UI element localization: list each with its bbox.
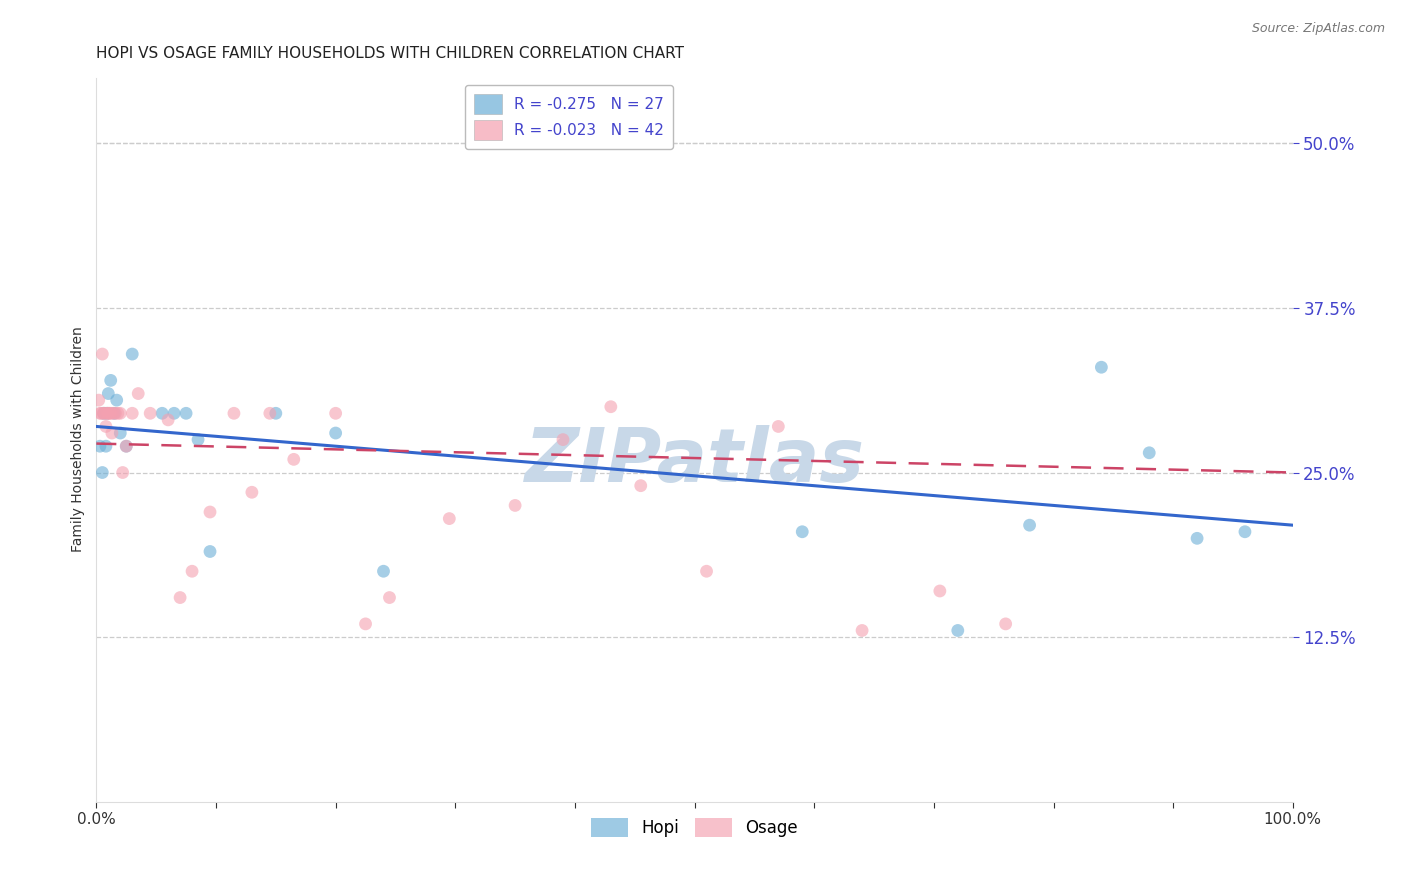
Point (503, 499, 526, 513)
Point (325, 425, 347, 440)
Point (946, 624, 969, 638)
Point (1018, 518, 1040, 533)
Text: HOPI VS OSAGE FAMILY HOUSEHOLDS WITH CHILDREN CORRELATION CHART: HOPI VS OSAGE FAMILY HOUSEHOLDS WITH CHI… (97, 46, 685, 62)
Point (187, 433, 209, 447)
Point (222, 406, 245, 420)
Point (105, 393, 128, 408)
Point (169, 591, 191, 605)
Point (1090, 360, 1112, 375)
Point (1137, 446, 1160, 460)
Point (599, 400, 621, 414)
Point (97, 406, 120, 420)
Point (174, 406, 197, 420)
Point (139, 406, 162, 420)
Point (93, 406, 115, 420)
Point (89, 439, 111, 453)
Point (373, 564, 395, 578)
Point (100, 373, 122, 387)
Point (89, 406, 111, 420)
Legend: Hopi, Osage: Hopi, Osage (585, 812, 804, 844)
Point (157, 413, 180, 427)
Point (104, 406, 127, 420)
Point (110, 406, 132, 420)
Point (115, 439, 138, 453)
Point (325, 406, 347, 420)
Point (121, 406, 143, 420)
Point (150, 406, 173, 420)
Text: ZIPatlas: ZIPatlas (524, 425, 865, 498)
Text: Source: ZipAtlas.com: Source: ZipAtlas.com (1251, 22, 1385, 36)
Point (551, 433, 574, 447)
Point (98, 406, 121, 420)
Point (851, 624, 873, 638)
Point (264, 406, 287, 420)
Point (96, 406, 118, 420)
Point (110, 425, 132, 440)
Point (439, 511, 461, 525)
Point (1185, 532, 1208, 546)
Point (181, 564, 204, 578)
Point (87, 393, 110, 408)
Point (91, 347, 114, 361)
Point (93, 406, 115, 420)
Point (198, 505, 221, 519)
Point (792, 524, 814, 539)
Point (163, 406, 186, 420)
Point (111, 466, 134, 480)
Point (259, 406, 281, 420)
Point (768, 419, 790, 434)
Point (994, 616, 1017, 631)
Point (354, 616, 377, 631)
Point (94, 419, 117, 434)
Point (121, 347, 143, 361)
Point (240, 485, 263, 500)
Point (115, 439, 138, 453)
Point (97, 386, 120, 401)
Point (96, 406, 118, 420)
Point (101, 425, 124, 440)
Point (127, 386, 149, 401)
Point (101, 406, 124, 420)
Point (696, 564, 718, 578)
Point (90, 406, 112, 420)
Y-axis label: Family Households with Children: Family Households with Children (72, 326, 86, 552)
Point (91, 466, 114, 480)
Point (100, 406, 122, 420)
Point (107, 406, 129, 420)
Point (93, 406, 115, 420)
Point (928, 584, 950, 599)
Point (378, 591, 401, 605)
Point (283, 452, 305, 467)
Point (103, 406, 125, 420)
Point (198, 544, 221, 558)
Point (1233, 524, 1256, 539)
Point (94, 439, 117, 453)
Point (630, 478, 652, 492)
